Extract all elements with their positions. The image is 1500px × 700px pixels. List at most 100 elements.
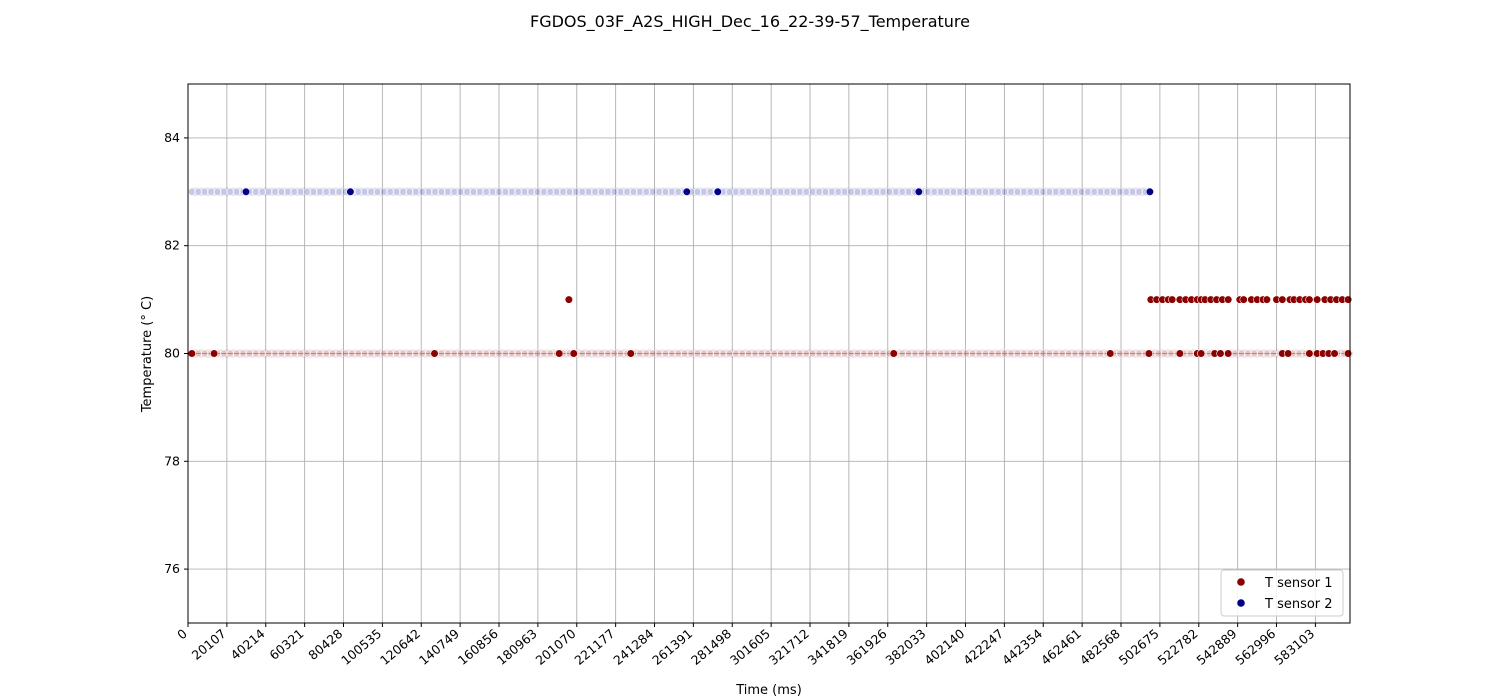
data-point [569, 349, 578, 358]
x-tick-label: 301605 [727, 626, 773, 668]
faded-data-point [341, 349, 350, 358]
faded-data-point [1051, 187, 1060, 196]
x-tick-label: 180963 [494, 626, 540, 668]
faded-data-point [392, 187, 401, 196]
faded-data-point [258, 187, 267, 196]
faded-data-point [418, 187, 427, 196]
faded-data-point [1122, 187, 1131, 196]
data-point [1330, 349, 1339, 358]
faded-data-point [955, 349, 964, 358]
faded-data-point [968, 349, 977, 358]
faded-data-point [379, 187, 388, 196]
faded-data-point [770, 187, 779, 196]
faded-data-point [1000, 349, 1009, 358]
faded-data-point [271, 349, 280, 358]
data-point [1239, 295, 1248, 304]
faded-data-point [872, 349, 881, 358]
data-point [564, 295, 573, 304]
faded-data-point [1064, 187, 1073, 196]
faded-data-point [879, 349, 888, 358]
faded-data-point [322, 349, 331, 358]
faded-data-point [1237, 349, 1246, 358]
data-point [682, 187, 691, 196]
faded-data-point [277, 187, 286, 196]
faded-data-point [219, 349, 228, 358]
x-tick-label: 321712 [766, 626, 812, 668]
legend-marker [1237, 599, 1245, 607]
faded-data-point [853, 349, 862, 358]
faded-data-point [968, 187, 977, 196]
faded-data-point [533, 349, 542, 358]
faded-data-point [1109, 187, 1118, 196]
faded-data-point [386, 349, 395, 358]
faded-data-point [335, 187, 344, 196]
faded-data-point [194, 187, 203, 196]
data-point [1278, 295, 1287, 304]
faded-data-point [315, 349, 324, 358]
faded-data-point [1295, 349, 1304, 358]
faded-data-point [539, 187, 548, 196]
faded-data-point [1243, 349, 1252, 358]
faded-data-point [693, 187, 702, 196]
legend-box [1220, 569, 1344, 617]
faded-data-point [219, 187, 228, 196]
faded-data-point [719, 349, 728, 358]
faded-data-point [821, 349, 830, 358]
faded-data-point [661, 187, 670, 196]
faded-data-point [1135, 187, 1144, 196]
faded-data-point [226, 187, 235, 196]
faded-data-point [930, 349, 939, 358]
y-tick-label: 76 [164, 561, 180, 576]
data-point [1144, 349, 1154, 358]
y-axis-ticks: 76 78 80 82 84 [164, 130, 188, 576]
faded-data-point [373, 349, 382, 358]
faded-data-point [1167, 349, 1176, 358]
faded-data-point [584, 349, 593, 358]
data-point [187, 349, 196, 358]
faded-data-point [635, 187, 644, 196]
faded-data-point [1007, 187, 1016, 196]
faded-data-point [821, 187, 830, 196]
faded-data-point [744, 349, 753, 358]
faded-data-point [917, 349, 926, 358]
faded-data-point [507, 349, 516, 358]
data-point [1343, 295, 1353, 304]
x-tick-label: 442354 [999, 626, 1045, 668]
data-point [889, 349, 898, 358]
faded-data-point [283, 187, 292, 196]
faded-data-point [667, 349, 676, 358]
faded-data-point [802, 349, 811, 358]
x-tick-label: 422247 [960, 626, 1006, 668]
x-tick-label: 120642 [377, 626, 423, 668]
faded-data-point [1096, 349, 1105, 358]
chart-title: FGDOS_03F_A2S_HIGH_Dec_16_22-39-57_Tempe… [530, 12, 970, 32]
faded-data-point [629, 187, 638, 196]
faded-data-point [1058, 349, 1067, 358]
faded-data-point [1077, 349, 1086, 358]
x-tick-label: 20107 [189, 626, 229, 663]
faded-data-point [751, 187, 760, 196]
faded-data-point [443, 349, 452, 358]
faded-data-point [962, 349, 971, 358]
faded-data-point [565, 187, 574, 196]
faded-data-point [232, 349, 241, 358]
faded-data-point [271, 187, 280, 196]
faded-data-point [360, 187, 369, 196]
faded-data-point [795, 349, 804, 358]
faded-data-point [936, 187, 945, 196]
data-point [555, 349, 564, 358]
faded-data-point [303, 187, 312, 196]
faded-data-point [264, 349, 273, 358]
faded-data-point [399, 349, 408, 358]
faded-data-point [1135, 349, 1144, 358]
faded-data-point [987, 349, 996, 358]
x-tick-label: 201070 [532, 626, 578, 668]
faded-data-point [245, 349, 254, 358]
faded-data-point [731, 187, 740, 196]
faded-data-point [994, 349, 1003, 358]
faded-data-point [367, 349, 376, 358]
data-point [346, 187, 355, 196]
faded-data-point [994, 187, 1003, 196]
faded-data-point [296, 349, 305, 358]
faded-data-point [898, 349, 907, 358]
